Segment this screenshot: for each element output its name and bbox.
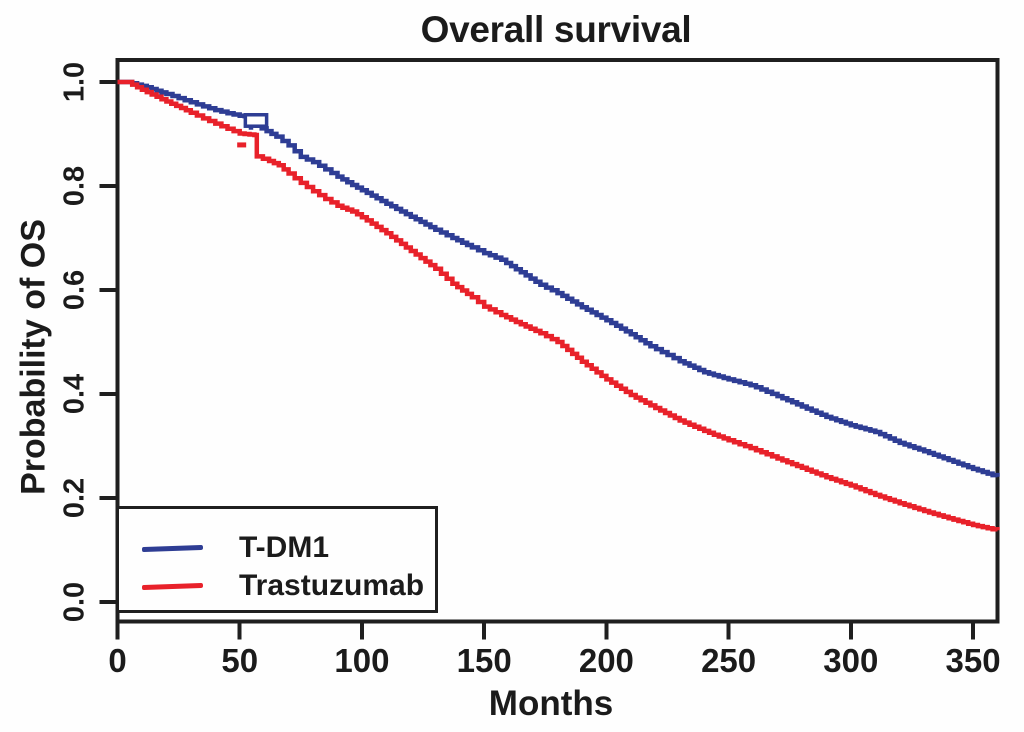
x-tick-label: 200 (578, 642, 634, 679)
y-tick-label: 0.4 (58, 373, 91, 415)
x-tick-label: 100 (334, 642, 390, 679)
legend-box: T-DM1 Trastuzumab (116, 506, 438, 613)
legend-swatch-tdm1-line (141, 544, 204, 552)
x-axis-title: Months (488, 684, 614, 723)
x-tick-label: 300 (823, 642, 879, 679)
x-tick-label: 150 (456, 642, 512, 679)
stray-dash-marker (237, 142, 247, 148)
y-tick-label: 0.2 (58, 477, 91, 519)
x-tick-label: 350 (945, 642, 1001, 679)
x-tick-label: 0 (108, 642, 127, 679)
series-line-t-dm1 (117, 79, 1000, 478)
censor-notch-marker (243, 113, 269, 128)
series-line-trastuzumab (117, 79, 1000, 532)
y-tick-label: 0.0 (58, 581, 91, 623)
x-tick-label: 50 (221, 642, 259, 679)
y-tick-label: 0.8 (58, 165, 91, 207)
legend-label-trastuzumab: Trastuzumab (239, 569, 425, 602)
plot-border (115, 58, 1000, 624)
legend-label-tdm1: T-DM1 (239, 531, 329, 564)
y-tick-label: 0.6 (58, 269, 91, 311)
legend-swatch-trastuzumab-line (141, 582, 204, 590)
chart-title: Overall survival (420, 9, 692, 50)
y-tick-label: 1.0 (58, 61, 91, 103)
x-tick-label: 250 (701, 642, 757, 679)
stray-dot-marker (248, 125, 254, 130)
y-axis-title: Probability of OS (14, 219, 53, 495)
